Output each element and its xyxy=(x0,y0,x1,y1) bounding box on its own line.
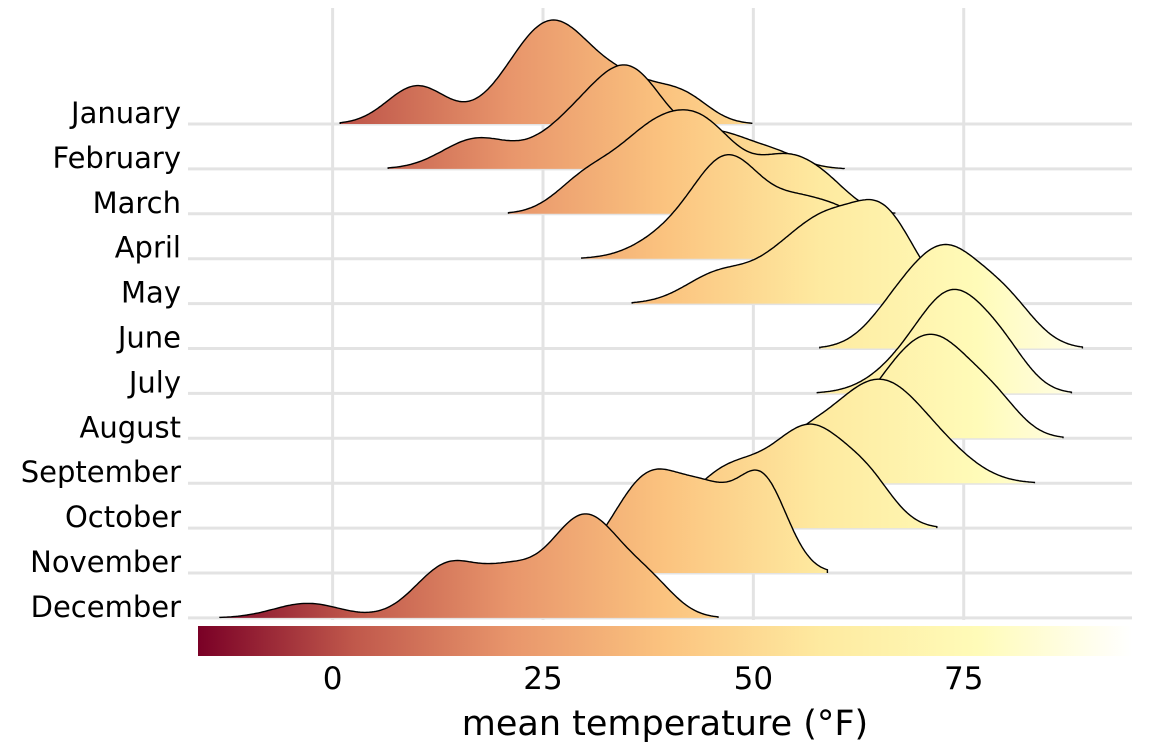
ridges-layer xyxy=(219,19,1084,619)
month-label-october: October xyxy=(65,500,181,534)
month-label-november: November xyxy=(30,545,181,579)
x-tick-label: 25 xyxy=(523,661,562,697)
month-label-may: May xyxy=(121,276,181,310)
month-label-march: March xyxy=(93,186,181,220)
month-label-february: February xyxy=(52,141,181,175)
month-label-september: September xyxy=(21,455,181,489)
ridge-december xyxy=(219,513,718,618)
x-axis-title: mean temperature (°F) xyxy=(462,704,868,744)
ridge-outline-march xyxy=(507,109,896,214)
month-labels: January February March April May June July Augu… xyxy=(21,96,181,624)
ridge-outline-may xyxy=(631,198,968,304)
ridge-march xyxy=(508,109,895,214)
x-tick-labels: 0 25 50 75 xyxy=(323,661,984,697)
month-label-july: July xyxy=(127,365,181,399)
ridge-outline-december xyxy=(219,513,719,619)
ridge-outline-july xyxy=(816,288,1073,394)
x-tick-label: 50 xyxy=(734,661,773,697)
ridge-january xyxy=(340,20,752,124)
month-label-august: August xyxy=(80,410,182,444)
ridge-outline-february xyxy=(387,64,845,170)
month-label-april: April xyxy=(115,231,181,265)
x-tick-label: 75 xyxy=(944,661,983,697)
x-tick-label: 0 xyxy=(323,661,343,697)
ridge-may xyxy=(632,199,968,304)
month-label-december: December xyxy=(31,590,181,624)
colorbar xyxy=(198,626,1132,656)
ridge-outline-june xyxy=(819,243,1084,349)
ridge-outline-january xyxy=(339,19,753,124)
month-label-january: January xyxy=(69,96,181,130)
month-label-june: June xyxy=(116,321,181,355)
